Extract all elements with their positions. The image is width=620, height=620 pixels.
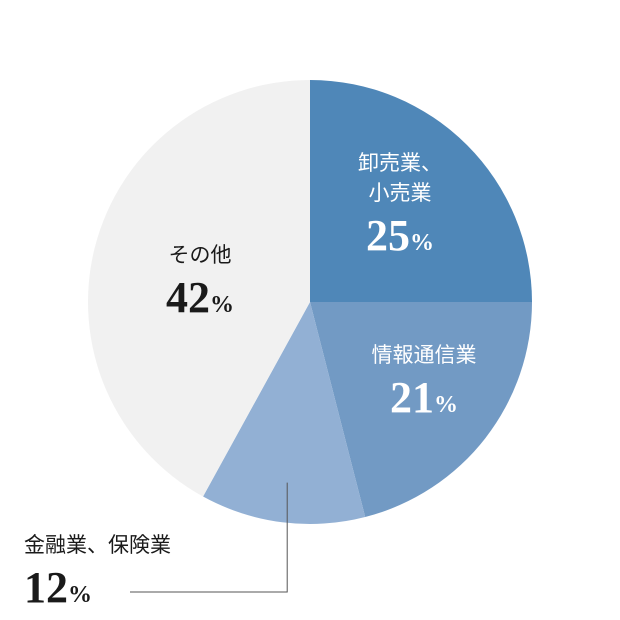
label-finance-insurance-value: 12% (24, 563, 92, 612)
slice-finance-insurance (203, 302, 366, 524)
pie-labels: 卸売業、小売業 25% 情報通信業 21% 金融業、保険業 12% その他 42% (24, 151, 477, 612)
slice-wholesale-retail (310, 80, 532, 302)
label-wholesale-retail-name-2: 小売業 (369, 181, 432, 205)
label-wholesale-retail: 卸売業、小売業 25% (358, 151, 442, 260)
label-ict-name-1: 情報通信業 (372, 343, 477, 367)
label-other: その他 42% (166, 243, 234, 322)
label-other-value: 42% (166, 273, 234, 322)
label-finance-insurance-name-1: 金融業、保険業 (24, 533, 171, 557)
label-other-name-1: その他 (169, 243, 232, 267)
slice-other (88, 80, 310, 497)
label-wholesale-retail-value: 25% (366, 211, 434, 260)
label-wholesale-retail-name-1: 卸売業、 (358, 151, 442, 175)
label-ict: 情報通信業 21% (372, 343, 477, 422)
pie-slices (88, 80, 532, 524)
slice-ict (310, 302, 532, 518)
leader-line-finance (130, 482, 288, 593)
label-ict-value: 21% (390, 373, 458, 422)
label-finance-insurance: 金融業、保険業 12% (24, 533, 171, 612)
